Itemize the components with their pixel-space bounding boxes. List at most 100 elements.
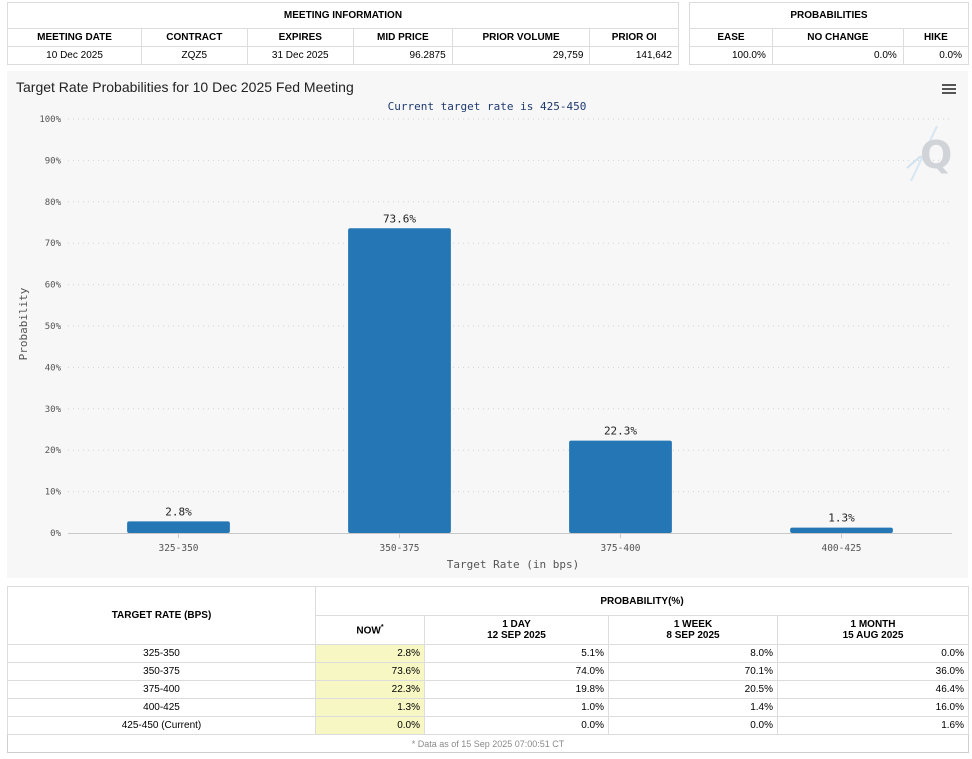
bars bbox=[127, 228, 893, 533]
x-tick-label: 325-350 bbox=[158, 543, 198, 554]
y-tick-label: 40% bbox=[45, 363, 62, 373]
column-now-marker: * bbox=[380, 623, 384, 631]
row-1-week-value: 70.1% bbox=[608, 662, 778, 681]
x-tick-label: 400-425 bbox=[821, 543, 861, 554]
data-timestamp-footnote: * Data as of 15 Sep 2025 07:00:51 CT bbox=[411, 738, 565, 749]
y-axis-ticks: 0% 10% 20% 30% 40% 50% 60% 70% 80% 90% 100% bbox=[39, 115, 61, 539]
header-prior-oi: PRIOR OI bbox=[589, 28, 679, 47]
hamburger-menu-icon[interactable] bbox=[941, 81, 957, 97]
data-label-400-425: 1.3% bbox=[828, 512, 855, 525]
column-now: NOW* bbox=[315, 615, 425, 645]
mid-price-value: 96.2875 bbox=[352, 46, 453, 65]
chart-subtitle: Current target rate is 425-450 bbox=[388, 100, 587, 113]
header-contract: CONTRACT bbox=[141, 28, 248, 47]
hike-value: 0.0% bbox=[902, 46, 970, 65]
column-1-day-label: 1 DAY bbox=[502, 619, 531, 630]
row-1-month-value: 0.0% bbox=[777, 644, 969, 663]
meeting-information-title: MEETING INFORMATION bbox=[7, 2, 679, 29]
y-tick-label: 70% bbox=[45, 239, 62, 249]
data-label-375-400: 22.3% bbox=[604, 425, 637, 438]
table-row: 325-350 2.8% 5.1% 8.0% 0.0% bbox=[7, 644, 969, 663]
bar-400-425 bbox=[790, 527, 893, 533]
meeting-information-row: 10 Dec 2025 ZQZ5 31 Dec 2025 96.2875 29,… bbox=[6, 46, 679, 65]
column-1-month-label: 1 MONTH bbox=[850, 619, 896, 630]
svg-text:Q: Q bbox=[920, 133, 952, 177]
row-now-value: 73.6% bbox=[315, 662, 425, 681]
x-axis-ticks: 325-350 350-375 375-400 400-425 bbox=[158, 533, 862, 554]
meeting-date-value: 10 Dec 2025 bbox=[6, 46, 143, 65]
column-1-week-label: 1 WEEK bbox=[673, 619, 713, 630]
x-tick-label: 375-400 bbox=[600, 543, 640, 554]
row-1-day-value: 0.0% bbox=[424, 716, 609, 735]
data-label-325-350: 2.8% bbox=[165, 505, 192, 518]
table-row: 425-450 (Current) 0.0% 0.0% 0.0% 1.6% bbox=[7, 716, 969, 735]
row-1-day-value: 74.0% bbox=[424, 662, 609, 681]
row-1-week-value: 0.0% bbox=[608, 716, 778, 735]
gridlines bbox=[68, 118, 952, 493]
row-1-week-value: 1.4% bbox=[608, 698, 778, 717]
table-row: 375-400 22.3% 19.8% 20.5% 46.4% bbox=[7, 680, 969, 699]
row-1-month-value: 36.0% bbox=[777, 662, 969, 681]
probabilities-title: PROBABILITIES bbox=[689, 2, 969, 29]
target-rate-header: TARGET RATE (BPS) bbox=[7, 586, 316, 645]
probability-header: PROBABILITY(%) bbox=[315, 586, 969, 616]
header-no-change: NO CHANGE bbox=[771, 28, 904, 47]
row-rate: 400-425 bbox=[7, 698, 316, 717]
probability-columns-header-row: NOW* 1 DAY 12 SEP 2025 1 WEEK 8 SEP 2025… bbox=[8, 615, 969, 645]
column-1-week-date: 8 SEP 2025 bbox=[666, 630, 720, 641]
y-tick-label: 60% bbox=[45, 281, 62, 291]
chart-panel: Target Rate Probabilities for 10 Dec 202… bbox=[7, 71, 968, 578]
row-rate: 325-350 bbox=[7, 644, 316, 663]
y-tick-label: 0% bbox=[50, 529, 61, 539]
row-rate: 425-450 (Current) bbox=[7, 716, 316, 735]
y-tick-label: 50% bbox=[45, 322, 62, 332]
meeting-information-header-row: MEETING DATE CONTRACT EXPIRES MID PRICE … bbox=[6, 28, 679, 47]
row-1-month-value: 46.4% bbox=[777, 680, 969, 699]
expires-value: 31 Dec 2025 bbox=[246, 46, 354, 65]
prior-oi-value: 141,642 bbox=[589, 46, 679, 65]
y-tick-label: 100% bbox=[39, 115, 61, 125]
y-tick-label: 90% bbox=[45, 156, 62, 166]
column-1-month: 1 MONTH 15 AUG 2025 bbox=[777, 615, 969, 645]
probability-history-table: TARGET RATE (BPS) PROBABILITY(%) NOW* 1 … bbox=[7, 586, 969, 753]
header-meeting-date: MEETING DATE bbox=[6, 28, 143, 47]
data-label-350-375: 73.6% bbox=[383, 212, 416, 225]
row-1-month-value: 16.0% bbox=[777, 698, 969, 717]
row-1-week-value: 20.5% bbox=[608, 680, 778, 699]
table-row: 400-425 1.3% 1.0% 1.4% 16.0% bbox=[7, 698, 969, 717]
row-now-value: 0.0% bbox=[315, 716, 425, 735]
header-mid-price: MID PRICE bbox=[352, 28, 453, 47]
row-1-day-value: 5.1% bbox=[424, 644, 609, 663]
chart-title: Target Rate Probabilities for 10 Dec 202… bbox=[16, 79, 354, 95]
header-prior-volume: PRIOR VOLUME bbox=[451, 28, 591, 47]
data-labels: 2.8% 73.6% 22.3% 1.3% bbox=[165, 212, 855, 524]
row-1-day-value: 19.8% bbox=[424, 680, 609, 699]
row-rate: 375-400 bbox=[7, 680, 316, 699]
column-1-month-date: 15 AUG 2025 bbox=[842, 630, 904, 641]
bar-350-375 bbox=[348, 228, 451, 533]
column-now-label: NOW bbox=[356, 625, 381, 637]
bar-375-400 bbox=[569, 440, 672, 533]
column-1-day-date: 12 SEP 2025 bbox=[487, 630, 546, 641]
header-ease: EASE bbox=[689, 28, 773, 47]
y-tick-label: 30% bbox=[45, 405, 62, 415]
y-tick-label: 20% bbox=[45, 446, 62, 456]
bar-325-350 bbox=[127, 521, 230, 533]
meeting-information-table: MEETING INFORMATION MEETING DATE CONTRAC… bbox=[6, 2, 679, 65]
ease-value: 100.0% bbox=[689, 46, 773, 65]
probabilities-row: 100.0% 0.0% 0.0% bbox=[689, 46, 970, 65]
prior-volume-value: 29,759 bbox=[451, 46, 591, 65]
quikstrike-logo-icon: Q bbox=[906, 125, 952, 182]
y-tick-label: 10% bbox=[45, 488, 62, 498]
no-change-value: 0.0% bbox=[771, 46, 904, 65]
x-tick-label: 350-375 bbox=[379, 543, 419, 554]
column-1-week: 1 WEEK 8 SEP 2025 bbox=[608, 615, 778, 645]
y-axis-title: Probability bbox=[17, 287, 30, 360]
column-1-day: 1 DAY 12 SEP 2025 bbox=[424, 615, 609, 645]
header-expires: EXPIRES bbox=[246, 28, 354, 47]
row-1-month-value: 1.6% bbox=[777, 716, 969, 735]
row-now-value: 2.8% bbox=[315, 644, 425, 663]
row-1-day-value: 1.0% bbox=[424, 698, 609, 717]
row-1-week-value: 8.0% bbox=[608, 644, 778, 663]
table-row: 350-375 73.6% 74.0% 70.1% 36.0% bbox=[7, 662, 969, 681]
